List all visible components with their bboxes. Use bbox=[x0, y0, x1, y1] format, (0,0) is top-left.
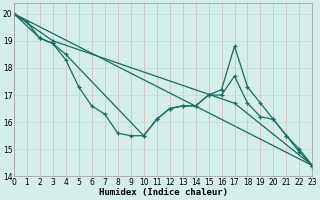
X-axis label: Humidex (Indice chaleur): Humidex (Indice chaleur) bbox=[99, 188, 228, 197]
